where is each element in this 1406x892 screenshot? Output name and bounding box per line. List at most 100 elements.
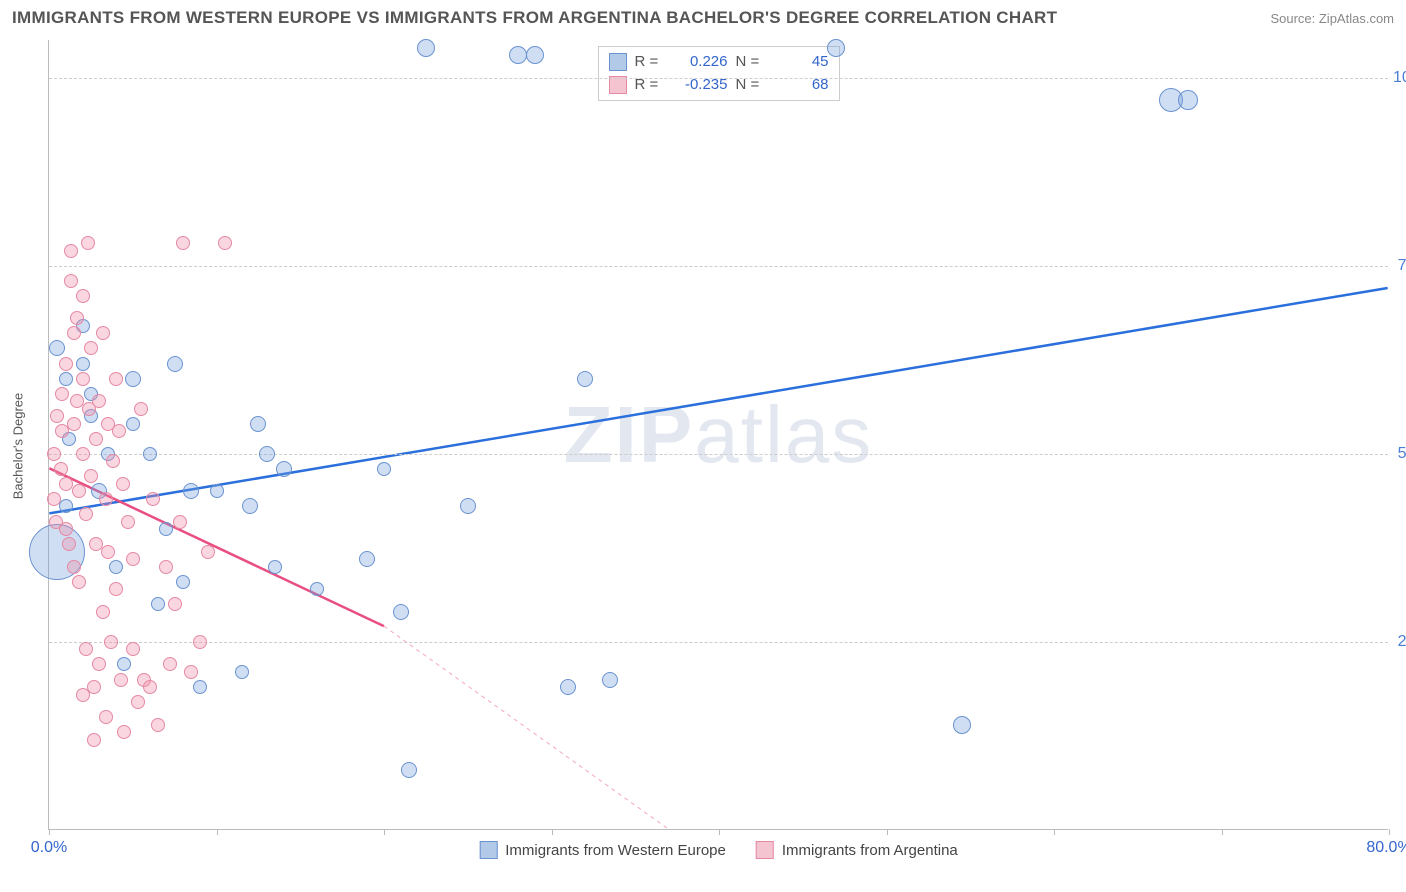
scatter-point: [125, 371, 141, 387]
scatter-point: [176, 236, 190, 250]
x-tick: [384, 829, 385, 835]
scatter-point: [109, 582, 123, 596]
y-axis-label: Bachelor's Degree: [11, 393, 26, 500]
scatter-point: [101, 545, 115, 559]
scatter-point: [393, 604, 409, 620]
scatter-point: [47, 492, 61, 506]
x-tick: [552, 829, 553, 835]
scatter-point: [117, 657, 131, 671]
x-tick: [1222, 829, 1223, 835]
legend-item: Immigrants from Argentina: [756, 841, 958, 859]
scatter-point: [47, 447, 61, 461]
scatter-point: [131, 695, 145, 709]
gridline: [49, 454, 1388, 455]
stats-legend: R = 0.226 N = 45 R = -0.235 N = 68: [598, 46, 840, 101]
scatter-point: [259, 446, 275, 462]
scatter-point: [59, 357, 73, 371]
scatter-point: [76, 357, 90, 371]
scatter-point: [59, 522, 73, 536]
x-tick-label: 0.0%: [31, 839, 67, 857]
x-tick: [719, 829, 720, 835]
scatter-point: [79, 507, 93, 521]
scatter-point: [250, 416, 266, 432]
scatter-point: [193, 680, 207, 694]
scatter-point: [106, 454, 120, 468]
scatter-point: [54, 462, 68, 476]
scatter-point: [134, 402, 148, 416]
legend-label: Immigrants from Western Europe: [505, 842, 726, 859]
scatter-point: [67, 326, 81, 340]
scatter-point: [72, 484, 86, 498]
y-tick-label: 50.0%: [1393, 445, 1406, 463]
scatter-point: [89, 432, 103, 446]
scatter-point: [84, 469, 98, 483]
scatter-point: [1178, 90, 1198, 110]
scatter-point: [460, 498, 476, 514]
scatter-point: [146, 492, 160, 506]
scatter-point: [359, 551, 375, 567]
scatter-point: [377, 462, 391, 476]
scatter-point: [92, 657, 106, 671]
scatter-point: [96, 605, 110, 619]
scatter-point: [55, 387, 69, 401]
scatter-point: [151, 597, 165, 611]
n-label-0: N =: [736, 51, 766, 74]
scatter-point: [96, 326, 110, 340]
y-tick-label: 25.0%: [1393, 633, 1406, 651]
scatter-point: [163, 657, 177, 671]
scatter-point: [242, 498, 258, 514]
r-value-0: 0.226: [673, 51, 728, 74]
scatter-point: [167, 356, 183, 372]
trend-lines: [49, 40, 1388, 829]
legend-swatch: [756, 841, 774, 859]
scatter-point: [109, 372, 123, 386]
scatter-point: [143, 680, 157, 694]
scatter-point: [953, 716, 971, 734]
x-tick: [1389, 829, 1390, 835]
x-tick-label: 80.0%: [1366, 839, 1406, 857]
gridline: [49, 642, 1388, 643]
scatter-point: [116, 477, 130, 491]
scatter-point: [104, 635, 118, 649]
scatter-point: [67, 560, 81, 574]
scatter-point: [126, 552, 140, 566]
r-label-0: R =: [635, 51, 665, 74]
scatter-point: [827, 39, 845, 57]
scatter-point: [210, 484, 224, 498]
swatch-series-0: [609, 53, 627, 71]
scatter-point: [99, 492, 113, 506]
scatter-point: [143, 447, 157, 461]
scatter-point: [81, 236, 95, 250]
scatter-point: [151, 718, 165, 732]
scatter-point: [114, 673, 128, 687]
scatter-point: [62, 537, 76, 551]
scatter-point: [59, 499, 73, 513]
scatter-point: [76, 447, 90, 461]
y-tick-label: 100.0%: [1393, 69, 1406, 87]
scatter-point: [176, 575, 190, 589]
scatter-point: [87, 733, 101, 747]
scatter-point: [117, 725, 131, 739]
scatter-point: [126, 642, 140, 656]
y-tick-label: 75.0%: [1393, 257, 1406, 275]
scatter-point: [168, 597, 182, 611]
gridline: [49, 266, 1388, 267]
scatter-point: [99, 710, 113, 724]
scatter-point: [173, 515, 187, 529]
scatter-point: [121, 515, 135, 529]
scatter-point: [276, 461, 292, 477]
scatter-point: [72, 575, 86, 589]
scatter-point: [67, 417, 81, 431]
stats-row-0: R = 0.226 N = 45: [609, 51, 829, 74]
scatter-point: [218, 236, 232, 250]
scatter-point: [64, 244, 78, 258]
watermark: ZIPatlas: [564, 389, 873, 481]
scatter-point: [49, 340, 65, 356]
x-tick: [49, 829, 50, 835]
chart-title: IMMIGRANTS FROM WESTERN EUROPE VS IMMIGR…: [12, 8, 1057, 28]
scatter-point: [50, 409, 64, 423]
scatter-point: [76, 372, 90, 386]
x-tick: [217, 829, 218, 835]
scatter-point: [59, 477, 73, 491]
scatter-point: [193, 635, 207, 649]
